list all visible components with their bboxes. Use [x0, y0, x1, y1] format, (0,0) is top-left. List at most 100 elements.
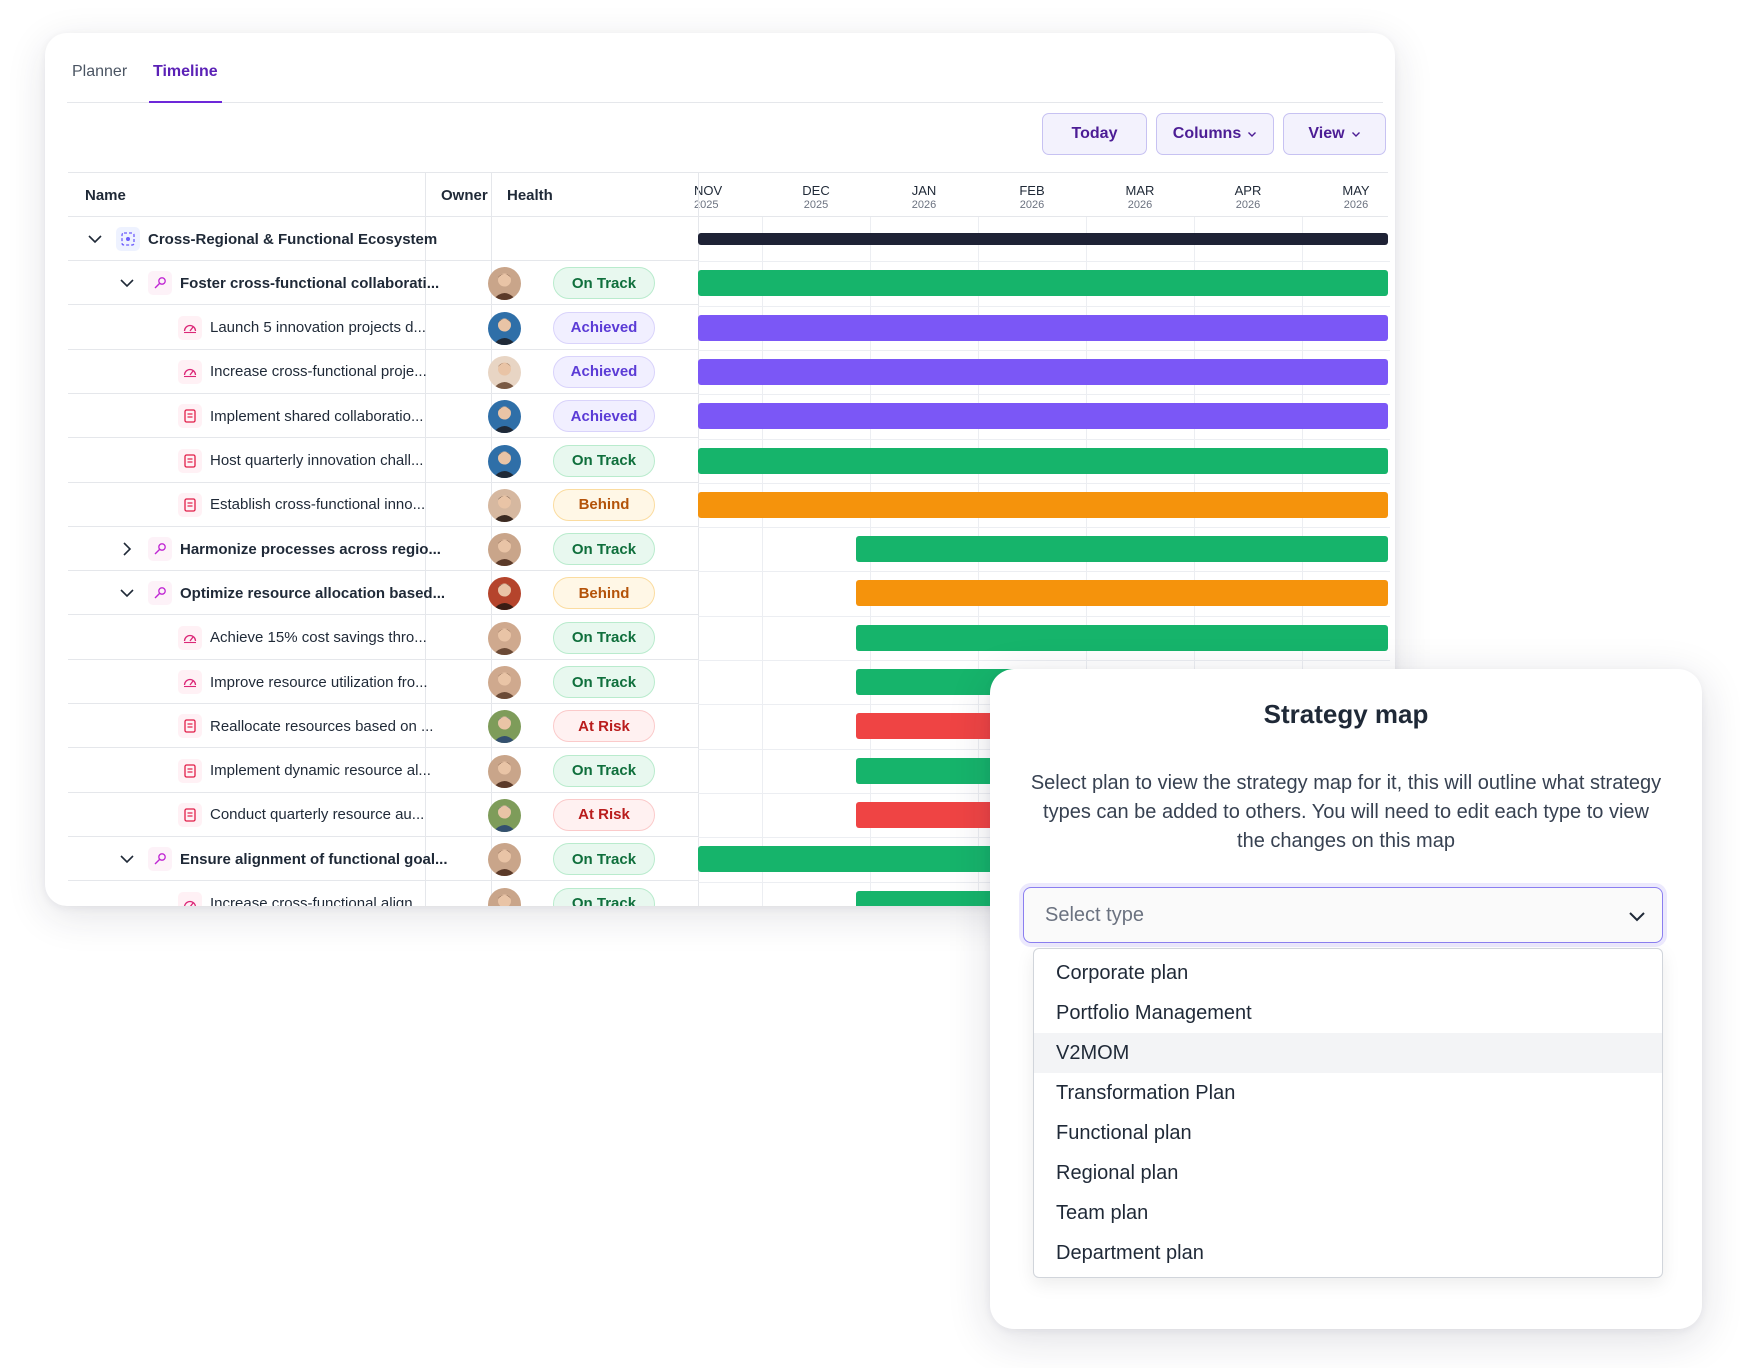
row-name[interactable]: Reallocate resources based on ...	[210, 717, 434, 735]
row-name[interactable]: Improve resource utilization fro...	[210, 673, 428, 691]
table-row[interactable]: Cross-Regional & Functional Ecosystem	[68, 217, 698, 261]
gantt-row-line	[698, 394, 1390, 396]
month-year: 2025	[803, 199, 829, 211]
column-header-name[interactable]: Name	[85, 187, 126, 204]
tab-bar: Planner Timeline	[67, 51, 1383, 103]
columns-button-label: Columns	[1172, 125, 1242, 142]
gantt-row-line	[698, 615, 1390, 617]
strategy-map-dialog: Strategy map Select plan to view the str…	[990, 669, 1702, 1329]
month-year: 2026	[1343, 199, 1369, 211]
dropdown-option[interactable]: Regional plan	[1056, 1161, 1179, 1184]
columns-button[interactable]: Columns	[1156, 113, 1274, 155]
avatar[interactable]	[488, 444, 521, 478]
row-name[interactable]: Achieve 15% cost savings thro...	[210, 629, 427, 647]
row-name[interactable]: Optimize resource allocation based...	[180, 584, 446, 602]
row-name[interactable]: Implement shared collaboratio...	[210, 407, 424, 425]
status-badge: On Track	[553, 444, 655, 477]
month-name: MAR	[1125, 183, 1155, 198]
avatar[interactable]	[488, 488, 521, 522]
avatar[interactable]	[488, 311, 521, 345]
dropdown-option[interactable]: Functional plan	[1056, 1121, 1192, 1144]
dropdown-option[interactable]: Portfolio Management	[1056, 1001, 1252, 1024]
row-name[interactable]: Increase cross-functional align...	[210, 895, 426, 906]
table-row[interactable]: Launch 5 innovation projects d... Achieve…	[68, 306, 698, 350]
table-row[interactable]: Improve resource utilization fro... On Tr…	[68, 660, 698, 704]
timeline-bar[interactable]	[856, 624, 1388, 651]
table-row[interactable]: Increase cross-functional align... On Tra…	[68, 882, 698, 906]
avatar[interactable]	[488, 267, 521, 301]
column-header-health[interactable]: Health	[507, 187, 553, 204]
chevron-down-icon[interactable]	[118, 850, 136, 868]
row-name[interactable]: Host quarterly innovation chall...	[210, 452, 424, 469]
table-row[interactable]: Implement dynamic resource al... On Track	[68, 749, 698, 793]
tab-planner[interactable]: Planner	[72, 63, 128, 80]
dropdown-option[interactable]: Corporate plan	[1056, 961, 1189, 984]
row-name[interactable]: Increase cross-functional proje...	[210, 363, 427, 381]
table-row[interactable]: Optimize resource allocation based... Beh…	[68, 571, 698, 616]
dropdown-option[interactable]: Department plan	[1056, 1241, 1204, 1264]
chevron-down-icon[interactable]	[118, 274, 136, 292]
today-button-label: Today	[1071, 125, 1118, 142]
table-row[interactable]: Implement shared collaboratio... Achieved	[68, 394, 698, 439]
row-name[interactable]: Harmonize processes across regio...	[180, 540, 441, 558]
dropdown-option[interactable]: Transformation Plan	[1056, 1081, 1236, 1104]
avatar[interactable]	[488, 798, 521, 832]
timeline-bar[interactable]	[698, 358, 1388, 385]
table-row[interactable]: Ensure alignment of functional goal... On…	[68, 837, 698, 882]
today-button[interactable]: Today	[1042, 113, 1147, 155]
month-label: DEC 2025	[786, 183, 846, 211]
key-result-icon	[178, 359, 202, 384]
row-name[interactable]: Implement dynamic resource al...	[210, 762, 431, 780]
avatar[interactable]	[488, 666, 521, 699]
avatar[interactable]	[488, 887, 521, 906]
avatar[interactable]	[488, 577, 521, 611]
column-header-owner[interactable]: Owner	[441, 187, 488, 204]
avatar[interactable]	[488, 754, 521, 788]
avatar[interactable]	[488, 355, 521, 389]
month-label: MAY 2026	[1326, 183, 1386, 211]
row-name[interactable]: Launch 5 innovation projects d...	[210, 319, 426, 337]
select-type-dropdown[interactable]: Select type	[1023, 887, 1663, 943]
avatar[interactable]	[488, 843, 521, 877]
table-row[interactable]: Host quarterly innovation chall... On Tra…	[68, 439, 698, 483]
status-badge: Achieved	[553, 400, 655, 433]
table-row[interactable]: Foster cross-functional collaborati... On…	[68, 261, 698, 306]
timeline-bar[interactable]	[698, 270, 1388, 297]
timeline-bar[interactable]	[698, 314, 1388, 341]
initiative-icon	[178, 404, 202, 429]
avatar[interactable]	[488, 710, 521, 744]
timeline-bar[interactable]	[698, 403, 1388, 430]
timeline-bar[interactable]	[698, 447, 1388, 474]
table-row[interactable]: Harmonize processes across regio... On Tr…	[68, 527, 698, 572]
chevron-down-icon[interactable]	[118, 584, 136, 602]
timeline-bar[interactable]	[856, 580, 1388, 607]
table-row[interactable]: Increase cross-functional proje... Achiev…	[68, 350, 698, 394]
status-badge: On Track	[553, 666, 655, 698]
month-year: 2026	[1127, 199, 1153, 211]
timeline-bar[interactable]	[698, 233, 1388, 245]
avatar[interactable]	[488, 400, 521, 434]
dropdown-option[interactable]: V2MOM	[1034, 1033, 1662, 1073]
row-name[interactable]: Cross-Regional & Functional Ecosystem	[148, 230, 438, 248]
gantt-gridline	[762, 217, 763, 906]
table-row[interactable]: Establish cross-functional inno... Behind	[68, 483, 698, 527]
row-name[interactable]: Foster cross-functional collaborati...	[180, 274, 440, 292]
table-row[interactable]: Reallocate resources based on ... At Risk	[68, 704, 698, 749]
chevron-down-icon[interactable]	[86, 230, 104, 248]
tab-timeline[interactable]: Timeline	[149, 63, 222, 103]
status-badge: Behind	[553, 577, 655, 610]
avatar[interactable]	[488, 621, 521, 655]
row-name[interactable]: Conduct quarterly resource au...	[210, 806, 425, 824]
table-row[interactable]: Conduct quarterly resource au... At Risk	[68, 793, 698, 837]
timeline-bar[interactable]	[698, 491, 1388, 518]
chevron-right-icon[interactable]	[118, 540, 136, 558]
row-name[interactable]: Ensure alignment of functional goal...	[180, 850, 448, 868]
month-label: NOV 2025	[694, 183, 754, 211]
table-row[interactable]: Achieve 15% cost savings thro... On Track	[68, 616, 698, 660]
dropdown-option[interactable]: Team plan	[1056, 1201, 1149, 1224]
avatar[interactable]	[488, 533, 521, 567]
month-label: MAR 2026	[1110, 183, 1170, 211]
row-name[interactable]: Establish cross-functional inno...	[210, 496, 426, 514]
view-button[interactable]: View	[1283, 113, 1386, 155]
timeline-bar[interactable]	[856, 536, 1388, 563]
